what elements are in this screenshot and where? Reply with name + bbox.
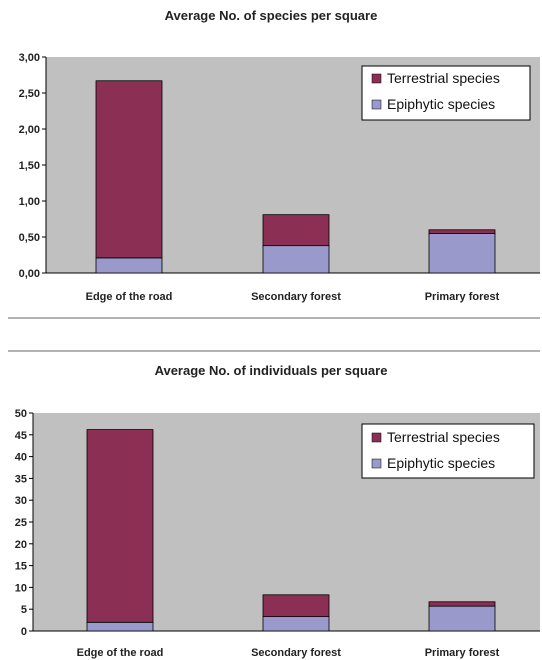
- legend-swatch-epiphytic: [371, 99, 382, 110]
- bar-terrestrial: [262, 214, 330, 247]
- chart-individuals: Average No. of individuals per square 0 5…: [15, 363, 540, 659]
- y-tick-label: 45: [15, 430, 27, 442]
- x-category-label: Secondary forest: [251, 291, 341, 303]
- bar-terrestrial: [262, 594, 330, 618]
- y-tick-label: 20: [15, 539, 27, 551]
- legend-box: [361, 65, 531, 121]
- x-category-label: Secondary forest: [251, 647, 341, 659]
- legend-label-terrestrial: Terrestrial species: [387, 70, 500, 86]
- bar-terrestrial: [86, 429, 154, 623]
- y-tick-label: 0,00: [19, 268, 40, 280]
- y-tick-label: 50: [15, 408, 27, 420]
- y-tick-label: 40: [15, 452, 27, 464]
- legend-label-epiphytic: Epiphytic species: [387, 455, 495, 471]
- y-tick-label: 25: [15, 517, 27, 529]
- x-category-label: Primary forest: [425, 291, 500, 303]
- legend: Terrestrial species Epiphytic species: [361, 423, 535, 479]
- legend-box: [361, 423, 535, 479]
- category-label-group: Edge of the road Secondary forest Primary …: [86, 291, 500, 303]
- y-tick-label: 0,50: [19, 232, 40, 244]
- legend-swatch-terrestrial: [371, 432, 382, 443]
- y-tick-group: 0 5 10 15 20 25 30 35 40 45 50: [15, 408, 33, 638]
- legend: Terrestrial species Epiphytic species: [361, 65, 531, 121]
- bar-epiphytic: [95, 257, 163, 274]
- x-category-label: Primary forest: [425, 647, 500, 659]
- bar-group: [86, 429, 496, 632]
- bar-epiphytic: [262, 616, 330, 632]
- y-tick-label: 30: [15, 495, 27, 507]
- y-tick-label: 3,00: [19, 52, 40, 64]
- y-tick-label: 1,50: [19, 160, 40, 172]
- y-tick-label: 10: [15, 582, 27, 594]
- chart-species: Average No. of species per square 0,000,…: [19, 8, 540, 303]
- legend-label-terrestrial: Terrestrial species: [387, 429, 500, 445]
- legend-swatch-epiphytic: [371, 458, 382, 469]
- y-tick-group: 0,00 0,50 1,00 1,50 2,00 2,50 3,00: [19, 52, 46, 280]
- bar-epiphytic: [428, 605, 496, 632]
- y-tick-label: 2,50: [19, 88, 40, 100]
- bar-terrestrial: [95, 80, 163, 259]
- bar-terrestrial: [428, 229, 496, 234]
- chart-title: Average No. of species per square: [165, 8, 378, 23]
- bar-terrestrial: [428, 601, 496, 607]
- y-tick-label: 1,00: [19, 196, 40, 208]
- y-tick-label: 5: [21, 604, 27, 616]
- bar-group: [95, 80, 496, 274]
- x-category-label: Edge of the road: [86, 291, 173, 303]
- chart-title: Average No. of individuals per square: [155, 363, 388, 378]
- y-tick-label: 35: [15, 473, 27, 485]
- bar-epiphytic: [86, 621, 154, 632]
- category-label-group: Edge of the road Secondary forest Primary …: [77, 647, 500, 659]
- y-tick-label: 0: [21, 626, 27, 638]
- legend-swatch-terrestrial: [371, 73, 382, 84]
- x-category-label: Edge of the road: [77, 647, 164, 659]
- legend-label-epiphytic: Epiphytic species: [387, 96, 495, 112]
- y-tick-label: 2,00: [19, 124, 40, 136]
- y-tick-label: 15: [15, 561, 27, 573]
- bar-epiphytic: [262, 245, 330, 274]
- bar-epiphytic: [428, 232, 496, 274]
